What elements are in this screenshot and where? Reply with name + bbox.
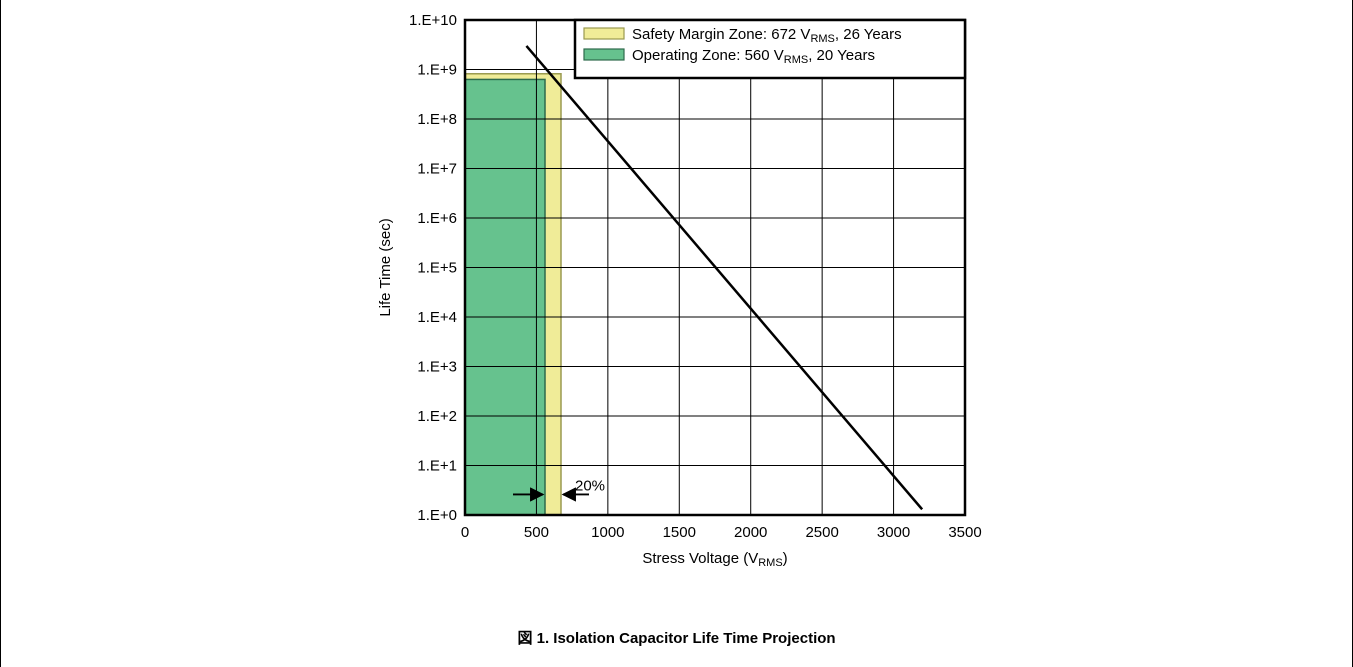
y-tick-label: 1.E+10 [409, 12, 457, 29]
y-axis-label: Life Time (sec) [377, 218, 394, 316]
x-tick-label: 3000 [877, 524, 910, 541]
x-tick-label: 1500 [663, 524, 696, 541]
x-axis-label: Stress Voltage (VRMS) [642, 550, 787, 569]
y-tick-label: 1.E+1 [417, 458, 457, 475]
y-tick-label: 1.E+2 [417, 408, 457, 425]
figure-caption: 図 1. Isolation Capacitor Life Time Proje… [517, 630, 836, 647]
x-tick-label: 1000 [591, 524, 624, 541]
life-time-chart: 0 500 1000 1500 2000 2500 3000 3500 1.E+0 1.E+1 1.… [377, 12, 982, 569]
legend-swatch-operating [583, 48, 625, 61]
y-tick-label: 1.E+4 [417, 309, 457, 326]
y-tick-label: 1.E+7 [417, 161, 457, 178]
y-tick-label: 1.E+6 [417, 210, 457, 227]
y-tick-label: 1.E+0 [417, 507, 457, 524]
x-tick-label: 2500 [805, 524, 838, 541]
legend-swatch-safety-margin [583, 27, 625, 40]
x-tick-label: 0 [461, 524, 469, 541]
x-tick-label: 3500 [948, 524, 981, 541]
x-tick-label: 2000 [734, 524, 767, 541]
life-time-projection-line [525, 45, 924, 511]
x-tick-label: 500 [524, 524, 549, 541]
y-tick-label: 1.E+3 [417, 359, 457, 376]
legend-label-safety-margin: Safety Margin Zone: 672 VRMS, 26 Years [632, 26, 902, 45]
operating-zone [464, 78, 546, 516]
y-tick-label: 1.E+8 [417, 111, 457, 128]
y-tick-label: 1.E+9 [417, 62, 457, 79]
legend-label-operating: Operating Zone: 560 VRMS, 20 Years [632, 47, 875, 66]
legend-box [573, 18, 967, 80]
annotation-label-20-percent: 20% [575, 477, 605, 494]
y-tick-label: 1.E+5 [417, 260, 457, 277]
